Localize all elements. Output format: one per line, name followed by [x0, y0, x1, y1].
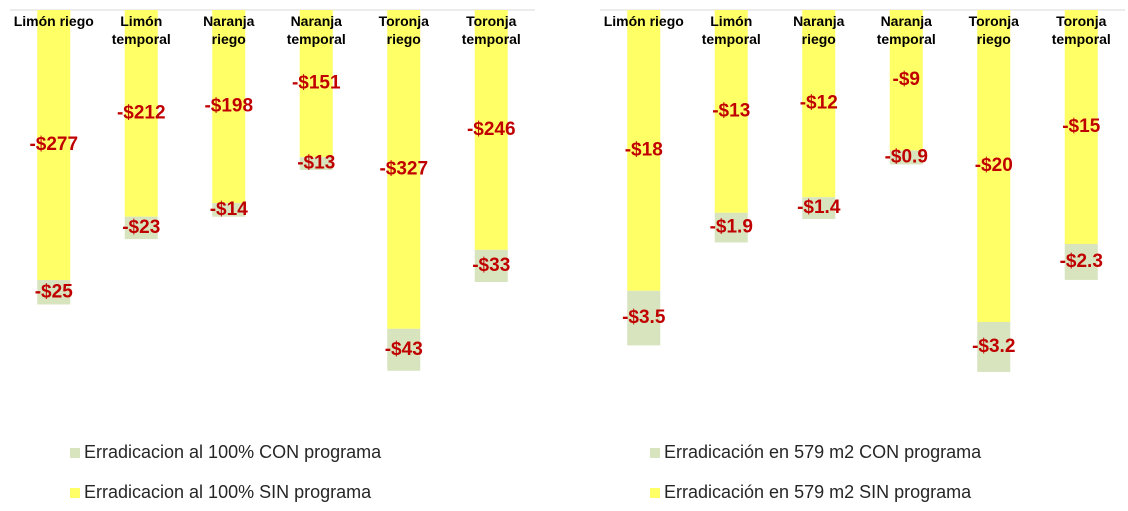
category-label: Naranja temporal	[274, 12, 358, 48]
category-label: Naranja riego	[187, 12, 271, 48]
category-label: Limón temporal	[689, 12, 773, 48]
value-label: -$2.3	[1060, 251, 1103, 272]
value-label: -$3.2	[972, 336, 1015, 357]
text: Limón temporal	[111, 13, 171, 47]
value-label: -$3.5	[622, 307, 666, 328]
bar-segment	[387, 10, 421, 329]
text: Naranja temporal	[876, 13, 936, 47]
legend-entry: Erradicación en 579 m2 CON programa	[650, 442, 981, 463]
text: Naranja temporal	[286, 13, 346, 47]
value-label: -$327	[379, 158, 428, 179]
value-label: -$33	[472, 255, 510, 276]
value-label: -$23	[122, 217, 160, 238]
value-label: -$151	[292, 73, 341, 94]
text: Toronja riego	[378, 13, 429, 47]
text: Toronja temporal	[1051, 13, 1111, 47]
text: Toronja riego	[968, 13, 1019, 47]
value-label: -$25	[35, 281, 73, 302]
bar-segment	[212, 10, 246, 204]
value-label: -$13	[712, 100, 750, 121]
bar-segment	[387, 328, 421, 371]
bar-segment	[212, 203, 246, 217]
category-label: Limón riego	[12, 12, 96, 30]
legend-entry: Erradicacion al 100% SIN programa	[70, 482, 371, 503]
value-label: -$9	[893, 69, 920, 90]
value-label: -$20	[975, 155, 1013, 176]
bar-segment	[714, 10, 748, 213]
legend-swatch	[70, 488, 80, 498]
category-label: Naranja temporal	[864, 12, 948, 48]
category-label: Limón riego	[602, 12, 686, 30]
category-label: Toronja temporal	[449, 12, 533, 48]
text: Naranja riego	[203, 13, 255, 47]
value-label: -$12	[800, 93, 838, 114]
category-label: Toronja temporal	[1039, 12, 1123, 48]
legend-text: Erradicación en 579 m2 CON programa	[664, 442, 982, 462]
value-label: -$1.9	[710, 217, 753, 238]
text: Limón temporal	[701, 13, 761, 47]
bar-segment	[977, 10, 1011, 322]
bar-segment	[1064, 10, 1098, 244]
value-label: -$43	[385, 339, 423, 360]
value-label: -$15	[1062, 116, 1100, 137]
bar-segment	[802, 197, 836, 220]
legend-swatch	[70, 448, 80, 458]
bar-segment	[124, 216, 158, 240]
bar-segment	[714, 212, 748, 243]
legend-swatch	[650, 488, 660, 498]
legend-swatch	[650, 448, 660, 458]
legend-text: Erradicacion al 100% CON programa	[84, 442, 382, 462]
bar-segment	[802, 10, 836, 198]
bar-segment	[124, 10, 158, 217]
text: Limón riego	[603, 13, 684, 29]
bar-segment	[627, 290, 661, 346]
bar-segment	[299, 157, 333, 170]
bar-segment	[474, 10, 508, 250]
bar-segment	[889, 150, 923, 165]
legend-entry: Erradicacion al 100% CON programa	[70, 442, 381, 463]
bar-segment	[474, 249, 508, 283]
value-label: -$0.9	[885, 146, 928, 167]
value-label: -$1.4	[797, 197, 841, 218]
bar-segment	[889, 10, 923, 151]
category-label: Toronja riego	[362, 12, 446, 48]
value-label: -$14	[210, 199, 248, 220]
bar-segment	[977, 322, 1011, 372]
bar-segment	[1064, 244, 1098, 280]
text: Naranja riego	[793, 13, 845, 47]
bar-segment	[299, 10, 333, 158]
value-label: -$13	[297, 153, 335, 174]
category-label: Limón temporal	[99, 12, 183, 48]
bar-segment	[37, 10, 71, 281]
bar-segment	[37, 280, 71, 305]
value-label: -$246	[467, 119, 516, 140]
bar-segment	[627, 10, 661, 291]
legend-text: Erradicacion al 100% SIN programa	[84, 482, 372, 502]
value-label: -$198	[204, 96, 253, 117]
category-label: Toronja riego	[952, 12, 1036, 48]
category-label: Naranja riego	[777, 12, 861, 48]
legend-entry: Erradicación en 579 m2 SIN programa	[650, 482, 971, 503]
legend-text: Erradicación en 579 m2 SIN programa	[664, 482, 972, 502]
value-label: -$277	[29, 134, 78, 155]
value-label: -$212	[117, 102, 166, 123]
text: Limón riego	[13, 13, 94, 29]
value-label: -$18	[625, 139, 663, 160]
text: Toronja temporal	[461, 13, 521, 47]
